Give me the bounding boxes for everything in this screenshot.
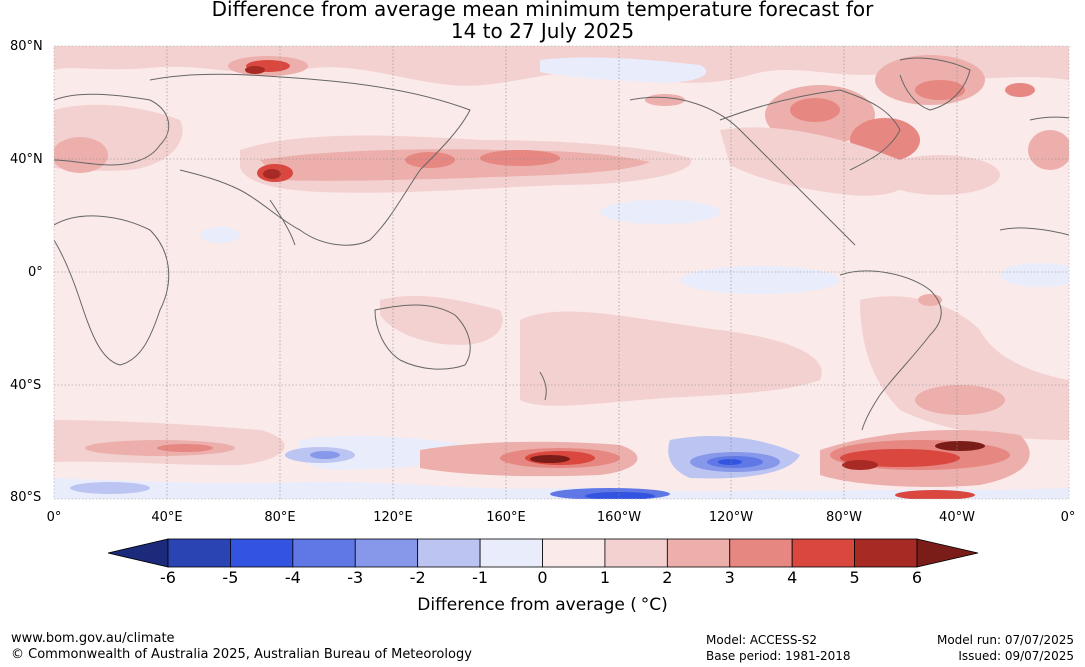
colorbar-tick-label: 0	[537, 568, 548, 587]
colorbar-bin-0	[167, 538, 231, 568]
lon-label-40e: 40°E	[151, 510, 183, 525]
colorbar-tick-label: 6	[911, 568, 923, 587]
colorbar-low-arrow	[107, 538, 169, 568]
south-atlantic-hot-spot	[842, 460, 878, 470]
colorbar-bin-8	[666, 538, 731, 568]
footer-website[interactable]: www.bom.gov.au/climate	[11, 631, 175, 646]
south-pacific-warm-band	[520, 311, 822, 406]
south-america-warm-region	[860, 296, 1069, 440]
graticule	[54, 46, 1069, 499]
colorbar-bin-10	[791, 538, 855, 568]
hudson-warm-core	[790, 98, 840, 122]
colorbar-tick-label: 4	[787, 568, 798, 587]
colorbar-bin-6	[542, 538, 606, 568]
east-pacific-cool-patch	[680, 266, 840, 294]
footer-copyright: © Commonwealth of Australia 2025, Austra…	[11, 647, 472, 662]
colorbar-tick-label: -1	[472, 568, 489, 587]
colorbar-tick-label: 5	[849, 568, 860, 587]
atlantic-cool-patch	[1000, 263, 1069, 287]
lon-label-160e: 160°E	[486, 510, 526, 525]
colorbar-tick-label: -6	[160, 568, 176, 587]
lon-label-40w: 40°W	[939, 510, 975, 525]
tibet-hot-spot	[263, 169, 281, 179]
colorbar-label: Difference from average ( °C)	[0, 595, 1085, 615]
colorbar-bin-1	[230, 538, 294, 568]
map-frame	[53, 45, 1070, 500]
lat-label-80s: 80°S	[10, 490, 42, 505]
antarctic-cold-spot	[585, 492, 655, 499]
lon-label-0-west: 0°	[46, 510, 62, 525]
coral-sea-warm-region	[380, 295, 503, 345]
lon-label-80e: 80°E	[264, 510, 296, 525]
lat-label-40s: 40°S	[10, 378, 42, 393]
colorbar-tick-label: -2	[409, 568, 426, 587]
greenland-warm-core	[915, 80, 965, 100]
lon-label-120w: 120°W	[708, 510, 754, 525]
colorbar-bins	[167, 538, 918, 568]
lon-label-120e: 120°E	[373, 510, 413, 525]
colorbar-bin-3	[354, 538, 419, 568]
colorbar-bin-2	[292, 538, 356, 568]
colorbar-tick-label: 1	[599, 568, 610, 587]
colorbar-label-text: Difference from average (	[417, 595, 637, 615]
antarctic-warm-patch	[895, 490, 975, 499]
colorbar-tick-label: -5	[222, 568, 239, 587]
lat-label-equator: 0°	[28, 265, 43, 280]
lon-label-80w: 80°W	[826, 510, 862, 525]
indian-ocean-cool-patch	[200, 227, 240, 243]
colorbar-label-unit: °C)	[640, 595, 668, 615]
south-indian-cool-spot	[310, 451, 340, 459]
south-indian-warm-spot	[157, 444, 213, 452]
lon-label-160w: 160°W	[596, 510, 642, 525]
colorbar-bin-5	[479, 538, 543, 568]
colorbar-bin-4	[417, 538, 481, 568]
footer-model: Model: ACCESS-S2	[706, 633, 818, 647]
iceland-warm-anomaly	[1005, 83, 1035, 97]
colorbar-tick-label: 2	[662, 568, 673, 587]
north-atlantic-warm-region	[880, 155, 1000, 195]
colorbar-tick-label: -4	[284, 568, 301, 587]
lat-label-40n: 40°N	[10, 152, 43, 167]
colorbar-bin-9	[729, 538, 793, 568]
map-title-line1: Difference from average mean minimum tem…	[211, 0, 874, 21]
south-pacific-hot-spot	[530, 455, 570, 463]
colorbar-high-arrow	[916, 538, 979, 568]
south-atlantic-hottest-spot	[935, 441, 985, 451]
south-atlantic-warm-anomaly	[915, 385, 1005, 415]
antarctic-cool-patch-west	[70, 482, 150, 494]
colorbar-bin-11	[854, 538, 918, 568]
iberia-warm-anomaly	[1028, 130, 1069, 170]
siberia-hot-spot	[245, 66, 265, 74]
colorbar-tick-label: 3	[724, 568, 735, 587]
footer-issued: Issued: 09/07/2025	[958, 649, 1074, 663]
north-america-warm-region	[720, 127, 912, 196]
tropical-pacific-cool-patch	[600, 200, 720, 224]
map-title-line2: 14 to 27 July 2025	[450, 19, 635, 43]
footer-base-period: Base period: 1981-2018	[706, 649, 851, 663]
colorbar-tick-label: -3	[347, 568, 364, 587]
midpacific-warm-anomaly	[480, 150, 560, 166]
coastlines	[54, 57, 1069, 431]
lon-label-0-east: 0°	[1060, 510, 1076, 525]
anomaly-field	[54, 46, 1069, 499]
ross-sea-cold-spot	[718, 459, 742, 465]
antarctic-cool-band	[54, 478, 1069, 499]
lat-label-80n: 80°N	[10, 39, 43, 54]
footer-model-run: Model run: 07/07/2025	[936, 633, 1074, 647]
bering-cool-region	[540, 57, 707, 83]
colorbar-bin-7	[604, 538, 668, 568]
